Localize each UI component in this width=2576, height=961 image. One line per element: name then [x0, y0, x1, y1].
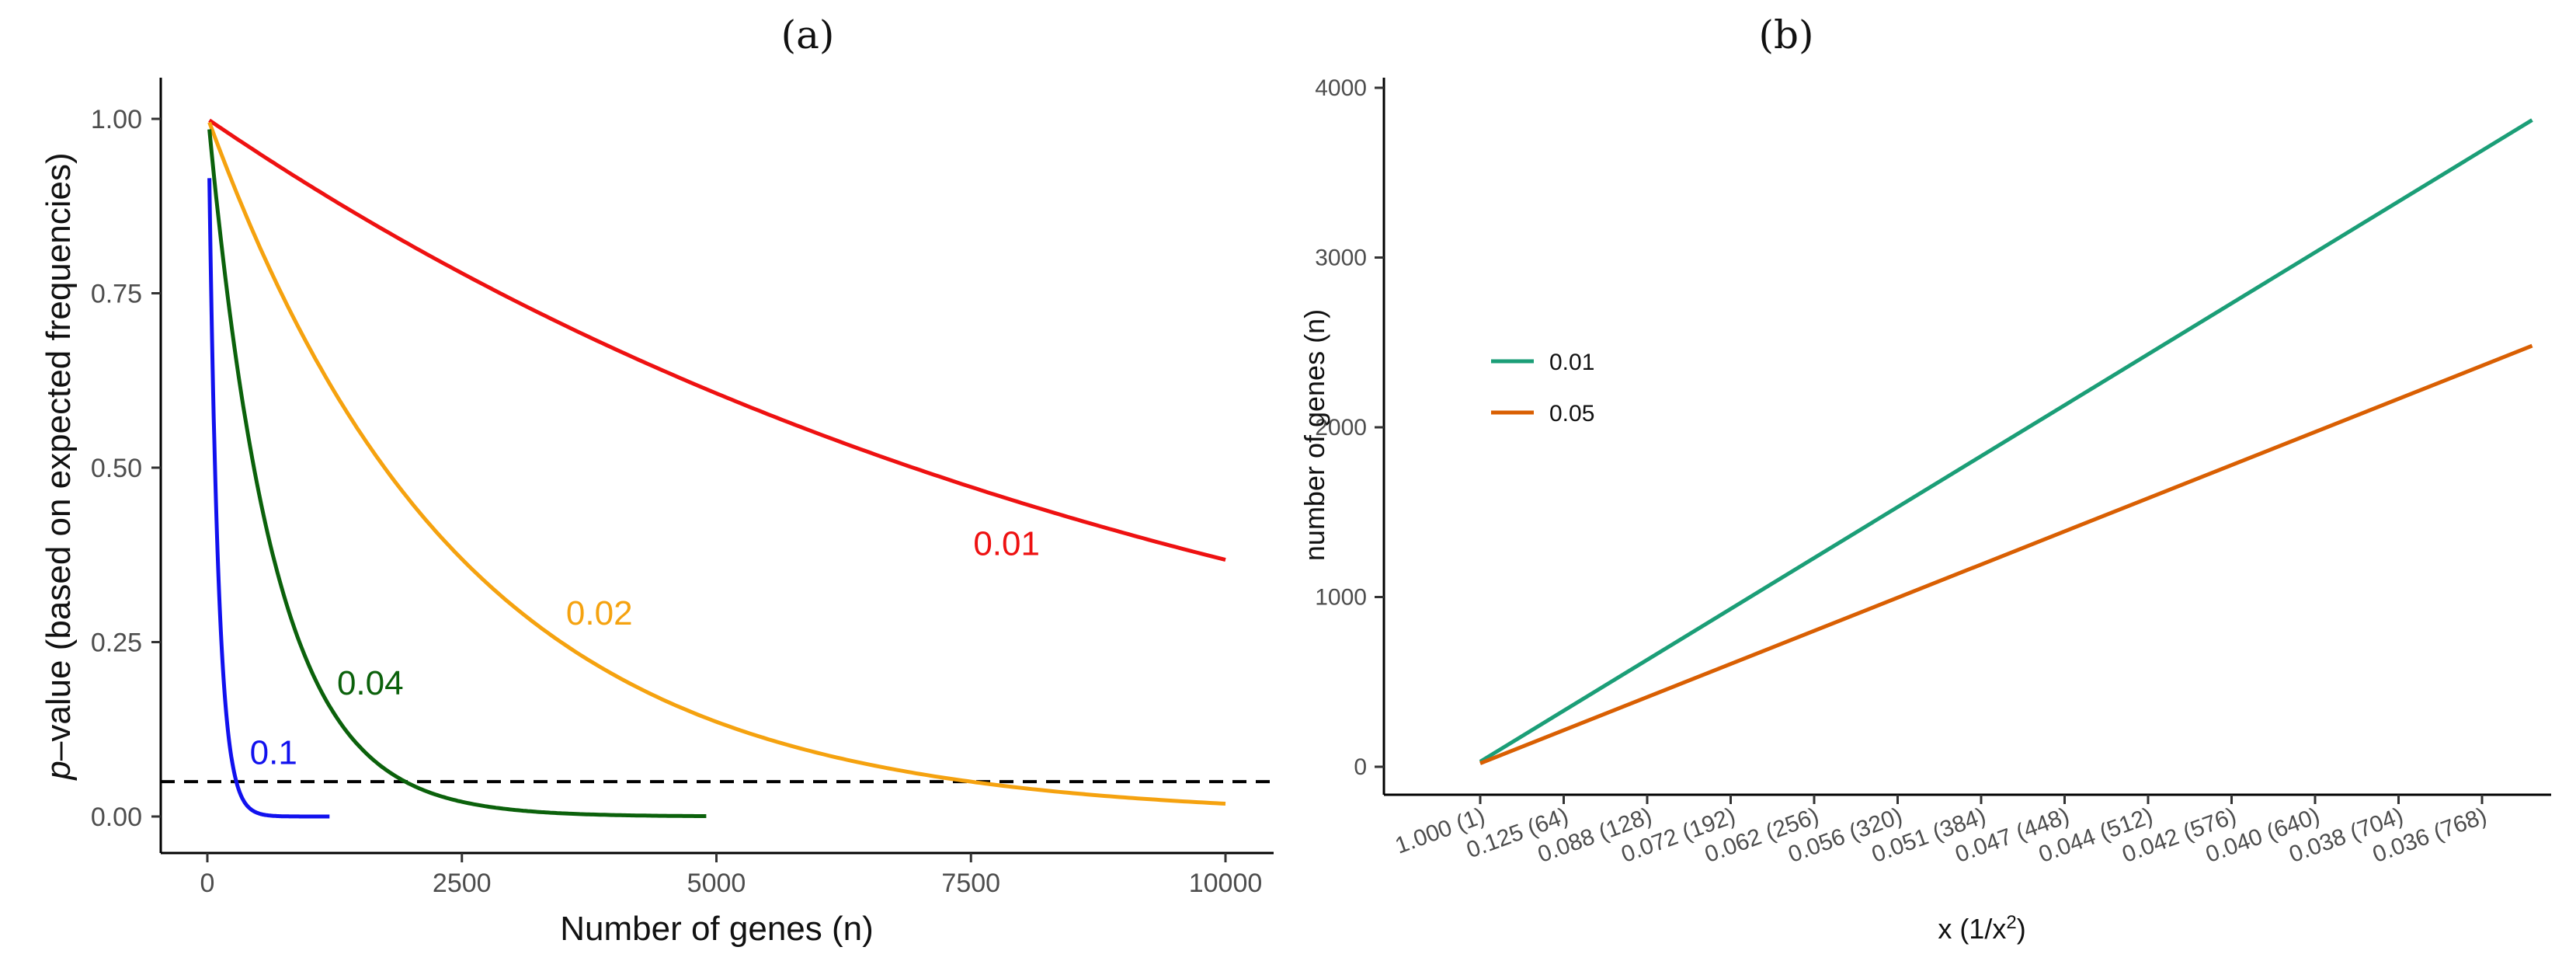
panel-b-x-axis-title-end: ) [2017, 913, 2026, 945]
curve-002 [207, 121, 1226, 806]
x-tick-label: 5000 [687, 869, 746, 898]
curve-label-004: 0.04 [337, 664, 404, 702]
y-tick-label: 0.50 [91, 454, 142, 483]
panel-a-x-axis-title: Number of genes (n) [560, 910, 874, 948]
legend-label-001: 0.01 [1549, 350, 1594, 375]
y-tick-label: 1.00 [91, 105, 142, 134]
panel-a-y-axis-title-rest: –value (based on expected frequencies) [40, 152, 78, 761]
line-005 [1479, 343, 2533, 765]
panel-a-curves [207, 118, 1226, 819]
y-tick-label: 2000 [1315, 415, 1367, 440]
x-tick-label: 10000 [1189, 869, 1263, 898]
panel-a-y-axis-title: p–value (based on expected frequencies) [40, 152, 78, 781]
y-tick-label: 0.25 [91, 628, 142, 658]
panel-b-curves [1479, 118, 2533, 765]
y-tick-label: 0 [1354, 754, 1367, 780]
y-tick-label: 4000 [1315, 75, 1367, 101]
y-tick-label: 3000 [1315, 245, 1367, 271]
panel-b: (b) 0 1000 2000 3000 4000 1.000 (1)0.125 (64… [1298, 12, 2551, 945]
x-tick-label: 0 [200, 869, 215, 898]
panel-b-x-axis-title-main: x (1/x [1938, 913, 2006, 945]
panel-b-legend: 0.01 0.05 [1491, 350, 1594, 427]
panel-b-y-ticks: 0 1000 2000 3000 4000 [1315, 75, 1384, 780]
y-tick-label: 0.00 [91, 803, 142, 832]
y-tick-label: 1000 [1315, 585, 1367, 611]
panel-a-title: (a) [781, 12, 835, 57]
x-tick-label: 2500 [433, 869, 492, 898]
panel-a: (a) 0.01 0.02 0.04 0.1 0.00 0.25 0.50 0.75 1.00… [40, 12, 1274, 948]
panel-b-y-axis-title: number of genes (n) [1298, 309, 1330, 561]
line-001 [1479, 118, 2533, 764]
panel-b-x-axis-title: x (1/x2) [1938, 912, 2025, 945]
legend-label-005: 0.05 [1549, 401, 1594, 427]
panel-a-curve-labels: 0.01 0.02 0.04 0.1 [250, 524, 1040, 771]
x-tick-label: 7500 [941, 869, 1000, 898]
panel-a-y-axis-title-p: p [40, 761, 78, 781]
curve-label-002: 0.02 [566, 594, 633, 632]
curve-label-001: 0.01 [973, 524, 1040, 562]
curve-004 [207, 129, 707, 818]
panel-b-title: (b) [1758, 12, 1813, 57]
curve-001 [208, 118, 1226, 562]
curve-01 [207, 178, 330, 819]
panel-b-x-axis-title-sup: 2 [2006, 912, 2016, 933]
panel-a-x-ticks: 0 2500 5000 7500 10000 [200, 853, 1263, 898]
y-tick-label: 0.75 [91, 280, 142, 309]
curve-label-01: 0.1 [250, 734, 297, 772]
panel-a-y-ticks: 0.00 0.25 0.50 0.75 1.00 [91, 105, 161, 832]
panel-b-x-ticks: 1.000 (1)0.125 (64)0.088 (128)0.072 (192… [1392, 795, 2490, 868]
